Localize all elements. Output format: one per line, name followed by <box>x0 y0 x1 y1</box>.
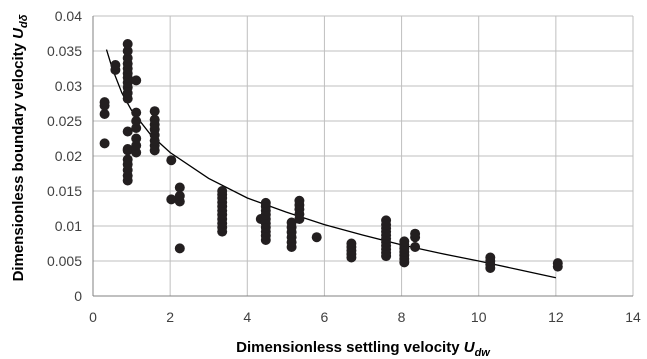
data-point <box>131 123 142 133</box>
data-point <box>110 60 121 70</box>
data-point <box>99 109 110 119</box>
data-point <box>286 217 297 228</box>
data-point <box>122 39 133 49</box>
data-point <box>122 46 133 56</box>
data-point <box>149 106 160 117</box>
y-tick-label: 0.015 <box>47 183 82 199</box>
data-point <box>381 215 392 226</box>
x-tick-label: 6 <box>321 309 329 325</box>
data-point <box>217 186 228 196</box>
y-axis-title: Dimensionless boundary velocity Udδ <box>10 14 30 281</box>
x-tick-labels: 0 2 4 6 8 10 12 14 <box>89 309 641 325</box>
data-point <box>485 252 496 263</box>
y-tick-label: 0.025 <box>47 113 82 129</box>
data-point <box>122 126 133 137</box>
data-point <box>260 197 271 208</box>
y-tick-label: 0.04 <box>55 8 82 24</box>
x-tick-label: 0 <box>89 309 97 325</box>
data-point <box>131 116 142 126</box>
y-tick-label: 0.035 <box>47 43 82 59</box>
data-point <box>552 258 563 269</box>
x-axis-title: Dimensionless settling velocity Udw <box>236 339 491 359</box>
axes <box>92 16 633 297</box>
data-point <box>294 195 305 206</box>
x-tick-label: 10 <box>471 309 487 325</box>
data-point <box>311 232 322 243</box>
data-point <box>131 75 142 86</box>
data-point <box>399 236 410 247</box>
data-point <box>174 243 185 254</box>
x-tick-label: 4 <box>243 309 251 325</box>
x-tick-label: 12 <box>548 309 564 325</box>
y-tick-label: 0.02 <box>55 148 82 164</box>
data-point <box>346 238 357 249</box>
data-point <box>166 155 177 166</box>
y-tick-labels: 0 0.005 0.01 0.015 0.02 0.025 0.03 0.035 0.04 <box>47 8 82 304</box>
data-point <box>174 190 185 201</box>
y-tick-label: 0 <box>74 288 82 304</box>
data-point <box>149 114 160 125</box>
data-point <box>99 138 110 149</box>
data-point <box>131 147 142 158</box>
data-point <box>131 140 142 151</box>
data-point <box>174 182 185 193</box>
data-point <box>166 194 177 205</box>
data-points <box>99 39 563 273</box>
data-point <box>131 133 142 144</box>
y-tick-label: 0.005 <box>47 253 82 269</box>
data-point <box>410 228 421 239</box>
x-tick-label: 8 <box>398 309 406 325</box>
data-point <box>122 53 133 63</box>
data-point <box>131 107 142 118</box>
y-tick-label: 0.01 <box>55 218 82 234</box>
data-point <box>410 242 421 252</box>
x-tick-label: 14 <box>625 309 641 325</box>
data-point <box>122 154 133 165</box>
data-point <box>122 144 133 154</box>
y-tick-label: 0.03 <box>55 78 82 94</box>
data-point <box>99 97 110 108</box>
x-tick-label: 2 <box>166 309 174 325</box>
